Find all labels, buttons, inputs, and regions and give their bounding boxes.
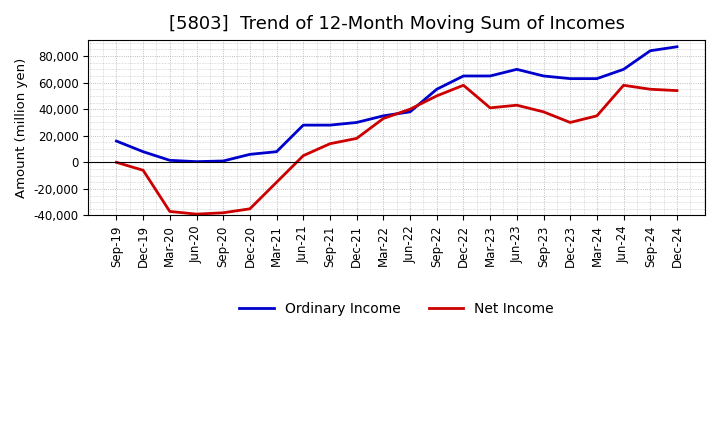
Net Income (406, 106, 415, 112)
Net Income (593, 113, 601, 118)
Ordinary Income (219, 158, 228, 164)
Net Income (112, 160, 121, 165)
Net Income (246, 206, 254, 212)
Ordinary Income (672, 44, 681, 49)
Net Income (352, 136, 361, 141)
Net Income (299, 153, 307, 158)
Ordinary Income (352, 120, 361, 125)
Net Income (433, 93, 441, 99)
Ordinary Income (406, 109, 415, 114)
Ordinary Income (246, 152, 254, 157)
Net Income (672, 88, 681, 93)
Ordinary Income (299, 122, 307, 128)
Ordinary Income (539, 73, 548, 79)
Ordinary Income (433, 87, 441, 92)
Net Income (379, 116, 387, 121)
Ordinary Income (379, 113, 387, 118)
Y-axis label: Amount (million yen): Amount (million yen) (15, 58, 28, 198)
Ordinary Income (593, 76, 601, 81)
Net Income (272, 180, 281, 185)
Ordinary Income (325, 122, 334, 128)
Ordinary Income (486, 73, 495, 79)
Ordinary Income (566, 76, 575, 81)
Net Income (539, 109, 548, 114)
Ordinary Income (112, 139, 121, 144)
Net Income (459, 83, 468, 88)
Ordinary Income (646, 48, 654, 53)
Ordinary Income (272, 149, 281, 154)
Line: Ordinary Income: Ordinary Income (117, 47, 677, 161)
Line: Net Income: Net Income (117, 85, 677, 214)
Net Income (486, 105, 495, 110)
Net Income (219, 210, 228, 216)
Legend: Ordinary Income, Net Income: Ordinary Income, Net Income (234, 296, 559, 321)
Net Income (619, 83, 628, 88)
Ordinary Income (139, 149, 148, 154)
Net Income (513, 103, 521, 108)
Net Income (139, 168, 148, 173)
Net Income (192, 212, 201, 217)
Ordinary Income (192, 159, 201, 164)
Net Income (566, 120, 575, 125)
Net Income (166, 209, 174, 214)
Net Income (646, 87, 654, 92)
Ordinary Income (166, 158, 174, 163)
Ordinary Income (513, 67, 521, 72)
Ordinary Income (619, 67, 628, 72)
Net Income (325, 141, 334, 147)
Ordinary Income (459, 73, 468, 79)
Title: [5803]  Trend of 12-Month Moving Sum of Incomes: [5803] Trend of 12-Month Moving Sum of I… (168, 15, 625, 33)
